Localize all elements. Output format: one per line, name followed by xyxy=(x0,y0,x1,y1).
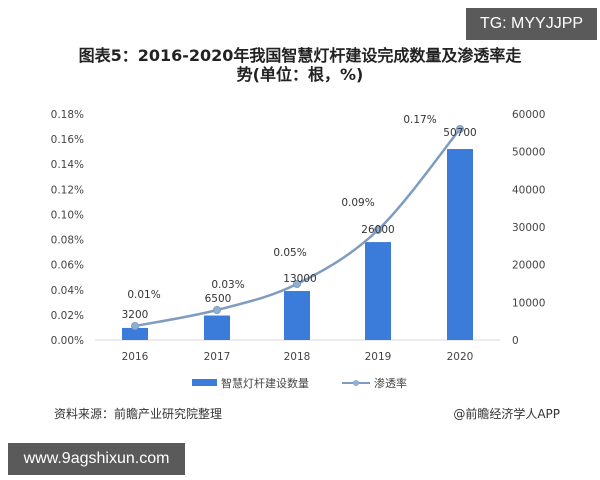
bar-value-label: 3200 xyxy=(122,309,149,321)
x-axis-tick: 2017 xyxy=(204,351,231,363)
right-axis-tick: 10000 xyxy=(512,297,545,309)
left-axis-tick: 0.02% xyxy=(51,310,84,322)
bar xyxy=(122,327,148,340)
bar-value-label: 26000 xyxy=(361,224,394,236)
right-axis-tick: 30000 xyxy=(512,222,545,234)
left-axis-tick: 0.06% xyxy=(51,260,84,272)
bar-value-label: 50700 xyxy=(443,127,476,139)
source-note: 资料来源：前瞻产业研究院整理 xyxy=(54,407,223,421)
left-axis-tick: 0.08% xyxy=(51,235,84,247)
rate-value-label: 0.09% xyxy=(341,197,374,209)
line-marker-icon xyxy=(456,125,464,133)
left-axis-tick: 0.18% xyxy=(51,109,84,121)
line-marker-icon xyxy=(213,306,221,314)
watermark-badge-top: TG: MYYJJPP xyxy=(466,8,597,40)
bar-value-label: 13000 xyxy=(283,273,316,285)
left-axis-tick: 0.12% xyxy=(51,184,84,196)
credit-note: @前瞻经济学人APP xyxy=(453,407,560,421)
bar xyxy=(284,291,310,340)
rate-value-label: 0.05% xyxy=(273,247,306,259)
right-axis-tick: 20000 xyxy=(512,260,545,272)
right-axis-tick: 40000 xyxy=(512,184,545,196)
chart-title-line1: 图表5：2016-2020年我国智慧灯杆建设完成数量及渗透率走 xyxy=(78,46,522,65)
right-axis-tick: 60000 xyxy=(512,109,545,121)
chart-title: 图表5：2016-2020年我国智慧灯杆建设完成数量及渗透率走 势(单位：根，%… xyxy=(40,46,560,84)
left-axis: 0.00% 0.02% 0.04% 0.06% 0.08% 0.10% 0.12% 0.14%… xyxy=(51,109,84,347)
bar-value-label: 6500 xyxy=(205,293,232,305)
x-axis-tick: 2018 xyxy=(284,351,311,363)
legend-bar-swatch xyxy=(192,379,217,386)
line-series xyxy=(131,125,464,330)
legend: 智慧灯杆建设数量 渗透率 xyxy=(192,376,407,390)
x-axis-tick: 2019 xyxy=(365,351,392,363)
rate-value-label: 0.03% xyxy=(211,279,244,291)
bar-series xyxy=(122,149,473,340)
chart-title-line2: 势(单位：根，%) xyxy=(236,65,364,84)
right-axis-tick: 0 xyxy=(512,335,519,347)
line-marker-icon xyxy=(131,322,139,330)
legend-bar-label: 智慧灯杆建设数量 xyxy=(221,376,309,390)
x-axis-tick: 2016 xyxy=(122,351,149,363)
rate-value-label: 0.17% xyxy=(403,114,436,126)
left-axis-tick: 0.16% xyxy=(51,134,84,146)
right-axis-tick: 50000 xyxy=(512,147,545,159)
left-axis-tick: 0.04% xyxy=(51,285,84,297)
right-axis: 0 10000 20000 30000 40000 50000 60000 xyxy=(512,109,545,347)
legend-line-marker-icon xyxy=(353,380,359,386)
left-axis-tick: 0.14% xyxy=(51,159,84,171)
legend-line-label: 渗透率 xyxy=(374,376,407,390)
rate-value-label: 0.01% xyxy=(127,289,160,301)
left-axis-tick: 0.10% xyxy=(51,209,84,221)
line-marker-icon xyxy=(374,226,382,234)
watermark-badge-bottom: www.9agshixun.com xyxy=(8,443,185,475)
line-marker-icon xyxy=(293,280,301,288)
bar xyxy=(365,242,391,340)
x-axis-tick: 2020 xyxy=(447,351,474,363)
bar xyxy=(204,315,230,340)
left-axis-tick: 0.00% xyxy=(51,335,84,347)
bar xyxy=(447,149,473,340)
x-axis-labels: 2016 2017 2018 2019 2020 xyxy=(122,351,474,363)
data-labels: 3200 6500 13000 26000 50700 0.01% 0.03% 0.05% 0.… xyxy=(122,114,477,321)
